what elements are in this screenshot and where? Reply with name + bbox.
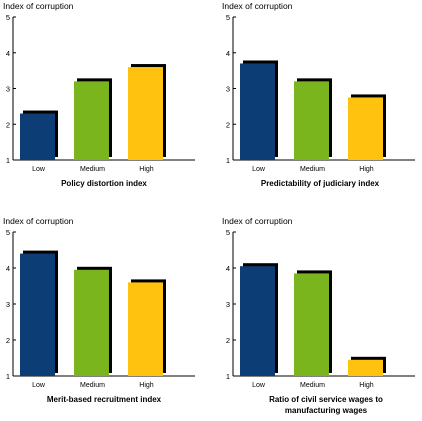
- bar-high: [128, 282, 163, 376]
- x-category-label: Low: [252, 382, 266, 389]
- y-tick-label: 4: [226, 49, 230, 58]
- x-axis-title: Merit-based recruitment index: [47, 395, 162, 404]
- x-category-label: Medium: [300, 166, 325, 173]
- y-axis-title: Index of corruption: [3, 1, 74, 11]
- chart-panel-judiciary-predictability: Index of corruption Predictability of ju…: [222, 1, 415, 188]
- bar-low: [240, 266, 275, 376]
- bar-medium: [294, 81, 329, 160]
- bar-medium: [74, 81, 109, 160]
- bar-medium: [74, 269, 109, 376]
- bar-medium: [294, 273, 329, 376]
- y-tick-label: 2: [226, 120, 230, 129]
- x-axis-title-line-1: Ratio of civil service wages to: [269, 395, 383, 404]
- x-category-label: Low: [252, 166, 266, 173]
- bar-low: [240, 63, 275, 160]
- y-tick-label: 4: [6, 49, 10, 58]
- y-tick-label: 3: [226, 300, 230, 309]
- y-tick-label: 5: [6, 13, 10, 22]
- x-category-label: Low: [32, 382, 46, 389]
- y-tick-label: 3: [6, 85, 10, 94]
- x-category-label: Medium: [300, 382, 325, 389]
- x-axis-title: Predictability of judiciary index: [261, 179, 380, 188]
- x-category-label: Low: [32, 166, 46, 173]
- bar-high: [348, 359, 383, 376]
- y-tick-label: 1: [6, 372, 10, 381]
- x-axis-title-line-2: manufacturing wages: [285, 406, 368, 415]
- y-tick-label: 5: [226, 228, 230, 237]
- y-tick-label: 1: [226, 156, 230, 165]
- y-axis-title: Index of corruption: [3, 216, 74, 226]
- y-tick-label: 3: [6, 300, 10, 309]
- y-axis-title: Index of corruption: [222, 216, 293, 226]
- x-category-label: Medium: [80, 166, 105, 173]
- y-tick-label: 1: [6, 156, 10, 165]
- chart-panel-merit-recruitment: Index of corruption Merit-based recruitm…: [3, 216, 195, 404]
- x-category-label: High: [359, 382, 374, 389]
- x-category-label: High: [139, 166, 154, 173]
- x-category-label: Medium: [80, 382, 105, 389]
- y-tick-label: 2: [6, 120, 10, 129]
- y-axis-title: Index of corruption: [222, 1, 293, 11]
- x-category-label: High: [359, 166, 374, 173]
- x-axis-title: Policy distortion index: [61, 179, 147, 188]
- y-tick-label: 3: [226, 85, 230, 94]
- y-tick-label: 5: [6, 228, 10, 237]
- y-tick-label: 5: [226, 13, 230, 22]
- bar-high: [128, 67, 163, 160]
- bar-low: [20, 113, 55, 160]
- bar-low: [20, 253, 55, 376]
- x-category-label: High: [139, 382, 154, 389]
- y-tick-label: 4: [6, 264, 10, 273]
- chart-panel-civil-service-wages: Index of corruption Ratio of civil servi…: [222, 216, 415, 415]
- chart-panel-policy-distortion: Index of corruption Policy distortion in…: [3, 1, 195, 188]
- y-tick-label: 2: [6, 336, 10, 345]
- y-tick-label: 4: [226, 264, 230, 273]
- y-tick-label: 1: [226, 372, 230, 381]
- y-tick-label: 2: [226, 336, 230, 345]
- bar-high: [348, 97, 383, 160]
